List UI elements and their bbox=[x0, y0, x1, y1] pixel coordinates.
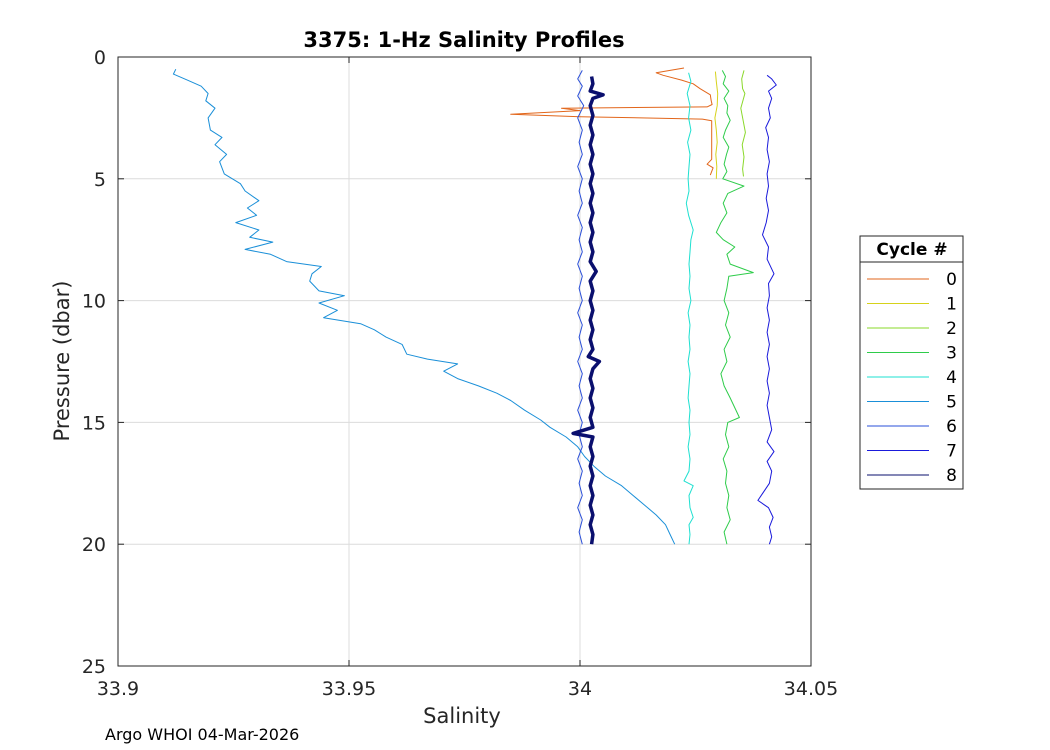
x-tick-label: 34 bbox=[568, 678, 592, 700]
y-axis-label: Pressure (dbar) bbox=[50, 281, 74, 442]
x-tick-label: 33.95 bbox=[322, 678, 376, 700]
series-line-cycle-2 bbox=[740, 70, 746, 177]
legend-label-cycle-6: 6 bbox=[946, 417, 957, 437]
legend-label-cycle-0: 0 bbox=[946, 270, 957, 290]
grid-layer bbox=[118, 57, 811, 666]
legend-label-cycle-1: 1 bbox=[946, 295, 957, 315]
legend-title: Cycle # bbox=[876, 240, 947, 260]
y-tick-label: 15 bbox=[82, 412, 106, 434]
series-line-cycle-8 bbox=[571, 76, 605, 545]
legend-label-cycle-3: 3 bbox=[946, 344, 957, 364]
plot-area-frame bbox=[117, 56, 812, 667]
legend: Cycle # 0 1 2 3 4 5 6 7 8 bbox=[859, 235, 964, 490]
legend-label-cycle-2: 2 bbox=[946, 319, 957, 339]
series-layer bbox=[172, 67, 777, 545]
series-line-cycle-5 bbox=[172, 68, 676, 545]
series-line-cycle-3 bbox=[715, 70, 754, 545]
x-tick-label: 34.05 bbox=[784, 678, 838, 700]
y-tick-label: 0 bbox=[94, 47, 106, 69]
y-tick-label: 10 bbox=[82, 291, 106, 313]
y-tick-label: 20 bbox=[82, 534, 106, 556]
x-tick-label: 33.9 bbox=[97, 678, 139, 700]
series-line-cycle-7 bbox=[757, 74, 777, 545]
legend-label-cycle-4: 4 bbox=[946, 368, 957, 388]
series-line-cycle-1 bbox=[714, 71, 719, 179]
footer-credit: Argo WHOI 04-Mar-2026 bbox=[105, 725, 300, 744]
series-line-cycle-6 bbox=[577, 70, 585, 545]
legend-label-cycle-7: 7 bbox=[946, 442, 957, 462]
tick-layer: 33.9 33.95 34 34.05 0 5 10 15 20 25 bbox=[82, 47, 838, 700]
legend-label-cycle-5: 5 bbox=[946, 393, 957, 413]
legend-label-cycle-8: 8 bbox=[946, 466, 957, 486]
y-tick-label: 5 bbox=[94, 169, 106, 191]
x-axis-label: Salinity bbox=[423, 704, 501, 728]
chart-title: 3375: 1-Hz Salinity Profiles bbox=[303, 28, 624, 52]
y-tick-label: 25 bbox=[82, 656, 106, 678]
legend-box bbox=[859, 235, 964, 490]
series-line-cycle-0 bbox=[510, 67, 714, 176]
series-line-cycle-4 bbox=[683, 72, 694, 545]
